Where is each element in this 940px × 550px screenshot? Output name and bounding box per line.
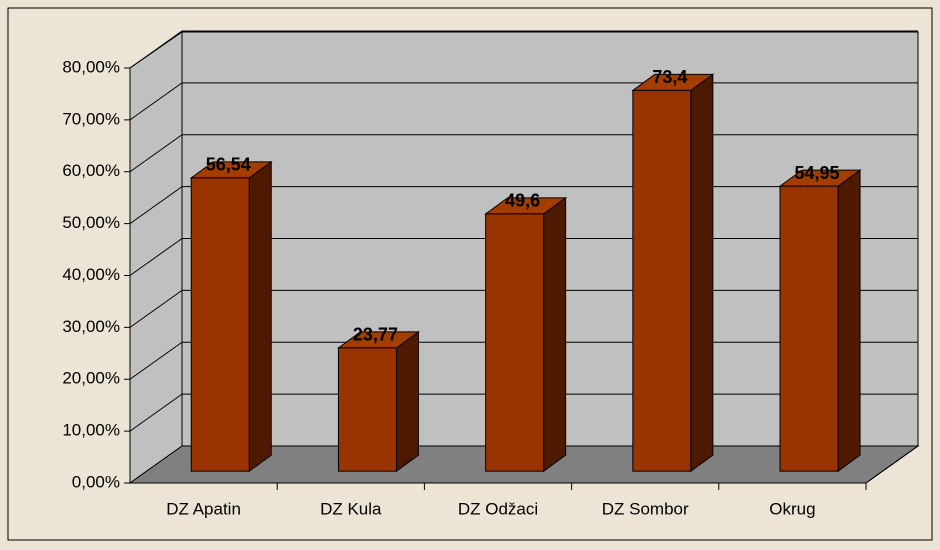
y-tick-label: 0,00% [72, 472, 120, 491]
x-tick-label: DZ Kula [320, 499, 382, 518]
bar [337, 347, 397, 472]
y-tick-label: 40,00% [62, 265, 120, 284]
bar-side [248, 160, 272, 473]
y-tick-label: 60,00% [62, 161, 120, 180]
x-tick-label: DZ Sombor [602, 499, 689, 518]
x-tick-label: DZ Apatin [166, 499, 241, 518]
grid-line [129, 134, 183, 173]
bar-side [690, 73, 714, 473]
bar-side [837, 169, 861, 473]
value-label: 56,54 [206, 155, 251, 175]
value-label: 54,95 [795, 163, 840, 183]
y-tick-label: 10,00% [62, 421, 120, 440]
bar [190, 177, 250, 472]
grid-line [129, 82, 183, 121]
bar-side [543, 196, 567, 473]
bar-side [395, 330, 419, 473]
value-label: 49,6 [505, 191, 540, 211]
x-tick-label: Okrug [769, 499, 815, 518]
value-label: 23,77 [353, 325, 398, 345]
y-tick-label: 50,00% [62, 213, 120, 232]
grid-line [129, 30, 183, 69]
bar [779, 185, 839, 472]
x-tick-mark [865, 445, 919, 484]
value-label: 73,4 [652, 67, 687, 87]
grid-line [129, 393, 183, 432]
bar [485, 213, 545, 472]
grid-line [129, 289, 183, 328]
grid-line [129, 238, 183, 276]
grid-line [129, 186, 183, 225]
y-tick-label: 20,00% [62, 369, 120, 388]
y-tick-label: 80,00% [62, 57, 120, 76]
grid-line [129, 341, 183, 380]
bar [632, 89, 692, 472]
y-tick-label: 30,00% [62, 317, 120, 336]
x-tick-label: DZ Odžaci [458, 499, 538, 518]
y-tick-label: 70,00% [62, 109, 120, 128]
